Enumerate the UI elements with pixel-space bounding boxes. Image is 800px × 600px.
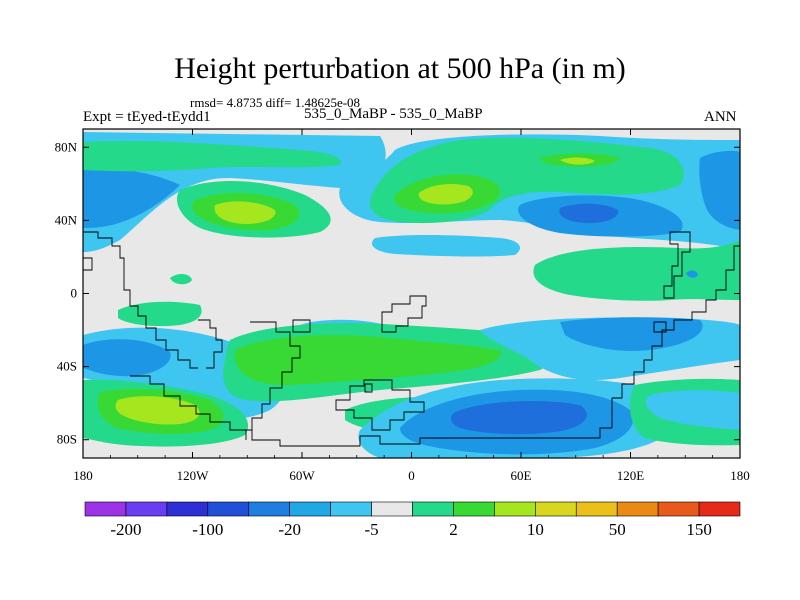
season-label: ANN (704, 109, 737, 125)
y-axis: 80N 40N 0 40S 80S (55, 139, 740, 447)
colorbar-label: -5 (364, 520, 378, 539)
outline-south-america (245, 321, 301, 440)
colorbar-label: 50 (609, 520, 626, 539)
x-tick-label: 120W (177, 468, 210, 483)
x-tick-label: 60E (511, 468, 532, 483)
colorbar-label: -200 (110, 520, 141, 539)
colorbar-swatch (330, 501, 372, 517)
colorbar-label: -20 (278, 520, 301, 539)
y-tick-label: 80N (55, 139, 78, 154)
x-tick-label: 180 (73, 468, 93, 483)
x-tick-label: 60W (289, 468, 315, 483)
y-tick-label: 40N (55, 212, 78, 227)
colorbar-swatch (166, 501, 209, 517)
stats-label: rmsd= 4.8735 diff= 1.48625e-08 (190, 95, 361, 110)
outline-north-america (83, 231, 198, 369)
colorbar-swatch (494, 501, 536, 517)
contour-ne-deep-blue (559, 203, 619, 224)
contour-eq-spot-blue (686, 270, 698, 278)
contour-ne-yellow-spot (560, 157, 595, 165)
colorbar-swatch (616, 501, 659, 517)
outline-west-coast-block (83, 257, 93, 271)
contour-smid-bright-green (234, 335, 501, 386)
contour-eq-lightblue-strip (371, 235, 520, 257)
colorbar-swatch (453, 501, 495, 517)
contour-eq-west-green (118, 301, 202, 327)
contour-smid-east-blue (560, 317, 703, 351)
experiment-label: Expt = tEyed-tEydd1 (83, 109, 211, 125)
outline-europe-africa (381, 295, 427, 333)
y-tick-label: 0 (71, 286, 78, 301)
x-tick-label: 120E (617, 468, 645, 483)
colorbar-swatch (248, 501, 290, 517)
colorbar-label: -100 (192, 520, 223, 539)
y-tick-label: 80S (57, 432, 77, 447)
y-tick-label: 40S (57, 359, 77, 374)
colorbar-label: 150 (686, 520, 712, 539)
contour-eq-east-green (533, 240, 740, 301)
difference-label: 535_0_MaBP - 535_0_MaBP (304, 106, 483, 122)
colorbar-swatch (535, 501, 577, 517)
colorbar: -200 -100 -20 -5 2 10 50 150 (84, 501, 741, 539)
colorbar-label: 10 (527, 520, 544, 539)
contour-south-lightblue-far-east (645, 390, 740, 430)
colorbar-swatch (575, 501, 618, 517)
contour-south-yellow-green-west (115, 396, 200, 425)
outline-gulf-block (653, 321, 667, 333)
chart-title: Height perturbation at 500 hPa (in m) (174, 52, 626, 85)
outline-greenland-patch (292, 319, 311, 333)
colorbar-swatch (289, 501, 331, 517)
colorbar-swatch (207, 501, 250, 517)
colorbar-swatch (698, 501, 741, 517)
contour-ne-yellow-green (418, 184, 473, 205)
outline-asia-east (611, 245, 740, 428)
colorbar-swatch (371, 501, 413, 517)
contour-nw-blue (83, 168, 180, 228)
outline-antarctic-coast (130, 375, 612, 447)
outline-africa-south (335, 379, 425, 431)
x-tick-label: 0 (408, 468, 415, 483)
colorbar-label: 2 (449, 520, 458, 539)
colorbar-swatch (125, 501, 168, 517)
x-axis: 180 120W 60W 0 60E 120E 180 (73, 129, 750, 483)
contour-eq-small-green (170, 274, 192, 285)
contour-far-east-blue (699, 150, 740, 230)
contour-field (83, 129, 740, 458)
contour-nw-yellow-green (214, 201, 276, 224)
outline-north-atlantic-block (364, 383, 373, 393)
colorbar-swatch (412, 501, 454, 517)
outline-pacific-island-chain (663, 231, 691, 299)
outline-central-america (198, 319, 223, 369)
continent-outlines (83, 231, 740, 447)
colorbar-swatch (84, 501, 127, 517)
contour-south-deep-blue-east (450, 400, 587, 435)
contour-smid-blue-west (83, 339, 171, 377)
x-tick-label: 180 (730, 468, 750, 483)
colorbar-swatch (657, 501, 700, 517)
contour-nw-green (83, 140, 341, 172)
